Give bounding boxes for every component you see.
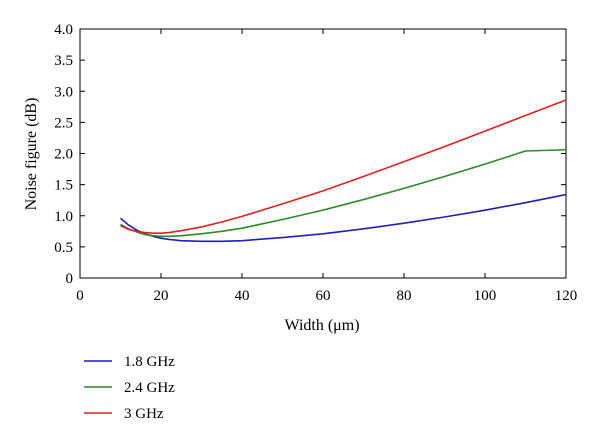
x-tick-label: 80 (397, 288, 412, 304)
y-tick-label: 1.0 (54, 209, 73, 225)
y-tick-label: 1.5 (54, 178, 73, 194)
y-tick-label: 2.5 (54, 115, 73, 131)
y-tick-label: 0 (66, 271, 74, 287)
series-line-3-ghz (120, 99, 567, 234)
x-tick-label: 20 (154, 288, 169, 304)
y-axis-label: Noise figure (dB) (23, 98, 40, 211)
y-tick-label: 3.0 (54, 84, 73, 100)
x-tick-label: 40 (235, 288, 250, 304)
legend-label: 3 GHz (124, 406, 164, 422)
series-line-1-8-ghz (119, 193, 567, 243)
x-tick-label: 120 (555, 288, 578, 304)
x-axis-label: Width (μm) (284, 317, 359, 334)
legend: 1.8 GHz 2.4 GHz 3 GHz (84, 354, 175, 422)
plot-frame (79, 28, 567, 279)
legend-label: 2.4 GHz (124, 380, 175, 396)
y-tick-label: 4.0 (54, 22, 73, 38)
y-tick-label: 2.0 (54, 147, 73, 163)
series-line-2-4-ghz (120, 148, 567, 238)
y-tick-label: 3.5 (54, 53, 73, 69)
x-tick-label: 0 (76, 288, 84, 304)
x-tick-label: 100 (474, 288, 497, 304)
legend-label: 1.8 GHz (124, 354, 175, 370)
x-tick-label: 60 (316, 288, 331, 304)
y-tick-label: 0.5 (54, 240, 73, 256)
